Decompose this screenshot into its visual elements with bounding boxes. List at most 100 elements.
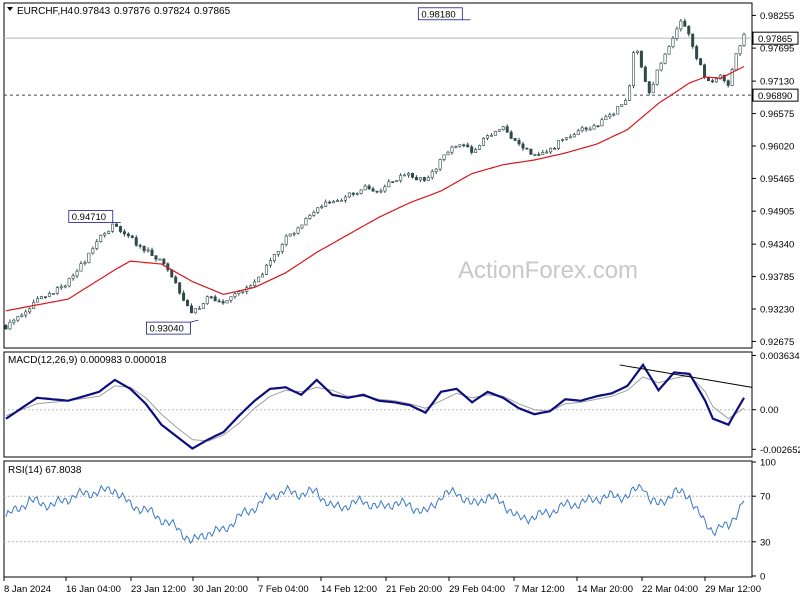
candle-body [209,296,213,298]
time-tick-label: 22 Mar 04:00 [642,584,698,595]
candle-body [225,299,229,304]
candle-body [134,237,138,246]
candle-body [28,308,32,313]
candle-body [616,106,620,115]
candle-body [217,300,221,303]
symbol-label: EURCHF,H4 [17,6,74,17]
candle-body [4,325,8,330]
price-tick-label: 0.93785 [760,272,794,283]
candle-body [71,275,75,279]
candle-body [418,177,422,181]
candle-body [553,147,557,150]
candle-body [99,234,103,242]
price-tick-label: 0.98255 [760,11,794,22]
candle-body [67,277,71,287]
candle-body [115,223,119,227]
candle-body [691,33,695,47]
candle-body [592,125,596,130]
candle-body [55,287,59,294]
candle-body [391,181,395,183]
candle-body [525,147,529,150]
candle-body [517,140,521,145]
macd-title: MACD(12,26,9) 0.000983 0.000018 [8,355,167,366]
candle-body [730,69,734,86]
candle-body [572,134,576,138]
price-annotation-label: 0.94710 [72,212,106,223]
candle-body [679,20,683,30]
candle-body [182,292,186,301]
candle-body [695,46,699,59]
candle-body [667,46,671,55]
macd-panel: 0.003634 0.00 -0.002652 MACD(12,26,9) 0.00… [3,351,800,458]
macd-line [5,362,745,450]
candle-body [446,151,450,156]
price-annotation-box [146,321,191,335]
candle-body [379,190,383,193]
candle-body [537,154,541,156]
candle-body [588,128,592,131]
rsi-tick-label: 70 [760,492,771,503]
candle-body [268,260,272,266]
rsi-line [5,483,745,545]
candle-body [63,285,67,288]
candle-body [197,308,201,310]
candle-body [241,291,245,293]
rsi-guides [4,495,752,543]
candle-body [659,62,663,71]
candle-body [130,235,134,238]
candle-body [474,149,478,153]
support-price-marker [752,88,799,102]
candle-body [284,235,288,245]
time-tick-label: 30 Jan 20:00 [193,584,248,595]
candle-body [568,136,572,139]
candle-body [142,245,146,252]
candle-body [564,137,568,140]
candle-body [714,78,718,83]
time-tick-label: 14 Feb 12:00 [321,584,377,595]
candle-body [347,192,351,198]
candle-body [383,186,387,192]
candle-body [505,126,509,133]
candle-body [158,258,162,261]
candle-body [43,296,47,298]
macd-trendline [619,364,753,388]
candle-body [434,168,438,172]
candle-body [710,80,714,83]
moving-average-line [5,65,745,312]
current-price-label: 0.97865 [758,34,792,45]
price-tick-label: 0.97130 [760,77,794,88]
candle-body [738,45,742,55]
candle-body [663,53,667,64]
candle-body [545,151,549,154]
candle-body [580,127,584,132]
candle-body [111,223,115,232]
candle-body [718,74,722,80]
time-tick-label: 29 Feb 04:00 [449,584,505,595]
candle-body [79,263,83,272]
price-tick-label: 0.94905 [760,207,794,218]
chevron-down-icon[interactable] [7,7,13,11]
candle-body [612,113,616,116]
rsi-tick-label: 100 [760,458,776,469]
candle-body [426,177,430,181]
candle-body [557,140,561,149]
candle-body [521,143,525,149]
time-tick-label: 16 Jan 04:00 [66,584,121,595]
candle-body [24,311,28,316]
candle-body [675,28,679,39]
candle-body [261,274,265,278]
candle-body [620,104,624,107]
candle-body [107,230,111,234]
candle-body [549,147,553,153]
candle-body [454,145,458,148]
candle-body [288,233,292,237]
candle-body [493,131,497,136]
candle-body [367,185,371,190]
rsi-axis: 100 70 30 0 [752,458,776,583]
candle-body [51,293,55,295]
candle-body [509,131,513,139]
time-axis: 8 Jan 2024 16 Jan 04:00 23 Jan 12:00 30 Jan… [3,577,761,595]
candle-body [126,233,130,237]
